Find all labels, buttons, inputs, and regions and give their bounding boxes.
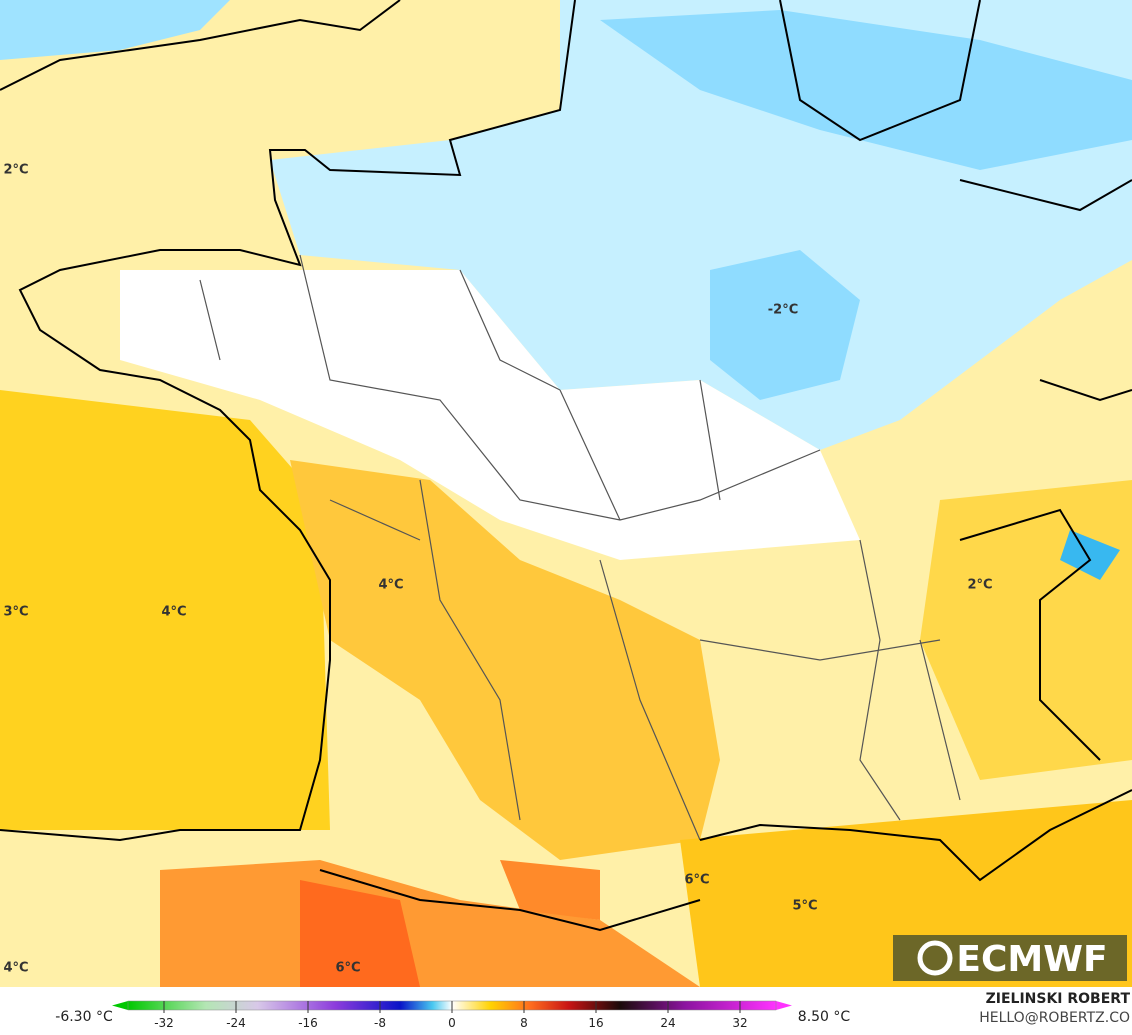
temp-label: 6°C bbox=[335, 961, 360, 976]
colorbar-tick-label: -8 bbox=[374, 1016, 386, 1030]
map-fill bbox=[0, 0, 1132, 987]
colorbar-tick-label: 32 bbox=[732, 1016, 747, 1030]
colorbar-high-end bbox=[776, 1001, 792, 1010]
colorbar-tick-label: -16 bbox=[298, 1016, 318, 1030]
colorbar-tick-label: -24 bbox=[226, 1016, 246, 1030]
temp-label: 6°C bbox=[684, 873, 709, 888]
temp-label: 4°C bbox=[161, 605, 186, 620]
logo-text: ECMWF bbox=[956, 939, 1107, 980]
credit-contact: HELLO@ROBERTZ.CO bbox=[979, 1010, 1130, 1026]
colorbar-tick-label: 8 bbox=[520, 1016, 528, 1030]
temp-label: 5°C bbox=[792, 899, 817, 914]
temp-label: 4°C bbox=[3, 961, 28, 976]
temp-label: -2°C bbox=[768, 303, 798, 318]
temp-label: 3°C bbox=[3, 605, 28, 620]
min-label: -6.30 °C bbox=[55, 1009, 113, 1025]
coastline bbox=[0, 0, 1132, 932]
colorbar-tick-label: 0 bbox=[448, 1016, 456, 1030]
borders bbox=[199, 254, 961, 841]
credit-name: ZIELINSKI ROBERT bbox=[986, 991, 1131, 1007]
colorbar-tick-label: 16 bbox=[588, 1016, 603, 1030]
map-labels: 2°C -2°C 3°C 4°C 4°C 2°C 6°C 5°C 6°C 4°C bbox=[3, 163, 992, 976]
colorbar: -32 -24 -16 -8 0 8 16 24 32 bbox=[112, 1000, 792, 1030]
temp-label: 4°C bbox=[378, 578, 403, 593]
colorbar-tick-label: 24 bbox=[660, 1016, 675, 1030]
max-label: 8.50 °C bbox=[798, 1009, 851, 1025]
temp-label: 2°C bbox=[3, 163, 28, 178]
footer bbox=[0, 987, 1132, 1035]
temp-label: 2°C bbox=[967, 578, 992, 593]
logo-icon bbox=[917, 940, 953, 976]
colorbar-tick-label: -32 bbox=[154, 1016, 174, 1030]
colorbar-low-end bbox=[112, 1001, 128, 1010]
